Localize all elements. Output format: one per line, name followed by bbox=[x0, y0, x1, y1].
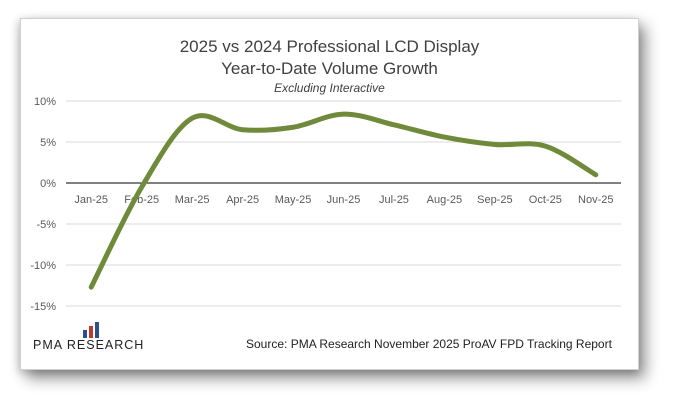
y-tick-label: -15% bbox=[30, 301, 56, 313]
logo-bar bbox=[83, 330, 87, 338]
x-tick-label: May-25 bbox=[275, 194, 312, 206]
chart-subtitle: Year-to-Date Volume Growth bbox=[221, 59, 438, 78]
chart-card: 2025 vs 2024 Professional LCD Display Ye… bbox=[20, 18, 639, 370]
source-note: Source: PMA Research November 2025 ProAV… bbox=[246, 337, 612, 351]
x-tick-label: Sep-25 bbox=[477, 194, 512, 206]
logo-bar bbox=[95, 322, 99, 338]
x-tick-label: Aug-25 bbox=[427, 194, 462, 206]
series-line bbox=[88, 111, 599, 290]
line-chart: 10%5%0%-5%-10%-15%Jan-25 Feb-25 Mar-25 Apr-… bbox=[30, 96, 621, 313]
x-tick-label: Mar-25 bbox=[175, 194, 210, 206]
logo-text: PMA RESEARCH bbox=[33, 338, 145, 352]
x-tick-label: Jul-25 bbox=[379, 194, 409, 206]
pma-research-logo: PMA RESEARCH bbox=[33, 322, 183, 354]
chart-note: Excluding Interactive bbox=[274, 81, 385, 95]
y-tick-label: -10% bbox=[30, 260, 56, 272]
x-tick-label: Jun-25 bbox=[327, 194, 361, 206]
logo-bar bbox=[89, 326, 93, 338]
y-tick-label: 0% bbox=[40, 178, 56, 190]
y-tick-label: 10% bbox=[34, 96, 56, 108]
x-tick-label: Apr-25 bbox=[226, 194, 259, 206]
x-tick-label: Oct-25 bbox=[529, 194, 562, 206]
logo-bars-icon bbox=[83, 322, 99, 338]
chart-title: 2025 vs 2024 Professional LCD Display bbox=[179, 37, 480, 56]
x-tick-label: Nov-25 bbox=[578, 194, 613, 206]
y-tick-label: -5% bbox=[36, 219, 56, 231]
y-tick-label: 5% bbox=[40, 137, 56, 149]
x-tick-label: Jan-25 bbox=[74, 194, 108, 206]
